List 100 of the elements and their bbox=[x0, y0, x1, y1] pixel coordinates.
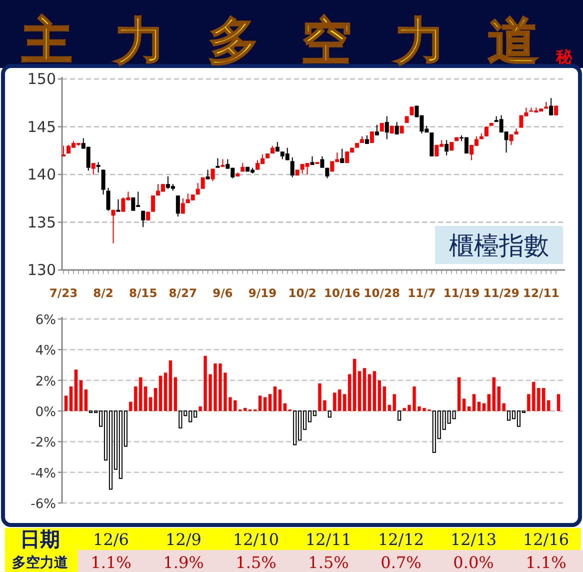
bar bbox=[378, 380, 382, 411]
x-tick-label: 10/16 bbox=[324, 286, 360, 300]
category-label: 12/11 bbox=[305, 530, 352, 549]
candlestick bbox=[320, 156, 324, 168]
candlestick bbox=[141, 210, 146, 228]
text: 日期 bbox=[20, 527, 60, 551]
candlestick bbox=[61, 145, 66, 157]
text: 1.9% bbox=[163, 553, 204, 572]
bar bbox=[144, 386, 148, 411]
bar bbox=[154, 388, 158, 411]
y-tick-label: 2% bbox=[35, 374, 56, 390]
x-tick-label: 12/11 bbox=[523, 286, 560, 300]
bar bbox=[372, 371, 376, 411]
candlestick bbox=[106, 187, 110, 212]
y-tick-label: 140 bbox=[27, 166, 56, 184]
y-tick-label: 145 bbox=[27, 118, 56, 136]
bar bbox=[258, 396, 262, 411]
candlestick bbox=[96, 162, 100, 174]
candlestick bbox=[206, 169, 210, 180]
category-label: 12/6 bbox=[93, 530, 129, 549]
bar bbox=[139, 377, 142, 411]
bar bbox=[398, 410, 402, 421]
bar bbox=[283, 403, 286, 411]
bar bbox=[174, 377, 178, 411]
bar bbox=[482, 403, 486, 411]
y-tick-label: 0% bbox=[35, 405, 56, 420]
bar bbox=[477, 402, 481, 411]
candlestick bbox=[554, 105, 558, 116]
bar bbox=[268, 394, 272, 411]
candlestick bbox=[101, 169, 106, 196]
candlestick bbox=[290, 156, 294, 178]
category-label: 12/10 bbox=[232, 530, 280, 549]
bar bbox=[546, 400, 550, 411]
bar bbox=[333, 392, 336, 411]
text: 1.1% bbox=[526, 553, 566, 572]
bar bbox=[348, 374, 352, 411]
bar bbox=[556, 394, 560, 411]
y-tick-label: 135 bbox=[27, 213, 56, 232]
bar bbox=[74, 370, 78, 411]
bar bbox=[69, 386, 73, 411]
candlestick bbox=[210, 168, 215, 182]
category-label: 12/13 bbox=[450, 530, 497, 549]
chart-title: 主力多空力道 bbox=[21, 12, 538, 70]
bar bbox=[457, 377, 461, 411]
bar bbox=[168, 360, 172, 411]
candlestick bbox=[370, 131, 374, 144]
y-tick-label: -2% bbox=[30, 436, 56, 451]
bar bbox=[164, 372, 168, 411]
text: 1.5% bbox=[236, 553, 276, 572]
text: 0.0% bbox=[453, 553, 494, 572]
candlestick bbox=[180, 198, 185, 214]
category-label: 12/16 bbox=[522, 530, 570, 549]
x-tick-label: 11/19 bbox=[443, 286, 480, 300]
candlestick bbox=[444, 140, 449, 156]
candlestick bbox=[340, 148, 344, 164]
x-tick-label: 8/27 bbox=[168, 286, 198, 300]
bar bbox=[158, 376, 162, 411]
bar bbox=[243, 408, 247, 411]
x-tick-label: 9/6 bbox=[212, 286, 233, 300]
chart-subtitle: 秘 bbox=[555, 47, 573, 66]
category-label: 12/9 bbox=[166, 530, 202, 549]
x-tick-label: 8/15 bbox=[128, 286, 158, 300]
bar bbox=[342, 394, 346, 411]
bar bbox=[64, 396, 68, 411]
candlestick bbox=[394, 121, 399, 135]
bar bbox=[472, 394, 476, 411]
bar bbox=[487, 394, 490, 411]
candlestick bbox=[384, 116, 389, 140]
bar bbox=[79, 380, 83, 411]
x-tick-label: 8/2 bbox=[93, 286, 114, 300]
bar bbox=[278, 390, 282, 411]
bar bbox=[362, 368, 366, 411]
x-tick-label: 11/29 bbox=[483, 286, 520, 300]
y-tick-label: 150 bbox=[27, 70, 56, 88]
bar bbox=[368, 374, 372, 411]
candlestick bbox=[549, 98, 554, 116]
y-tick-label: -4% bbox=[30, 466, 56, 482]
category-label: 12/12 bbox=[378, 530, 424, 549]
candlestick bbox=[430, 132, 434, 157]
candlestick bbox=[151, 195, 156, 212]
y-tick-label: 4% bbox=[35, 344, 56, 359]
bar bbox=[467, 406, 471, 411]
x-tick-label: 10/28 bbox=[364, 286, 400, 300]
bar bbox=[462, 398, 466, 411]
y-tick-label: 6% bbox=[35, 313, 56, 328]
bar bbox=[84, 390, 88, 411]
text: 多空力道 bbox=[12, 554, 69, 571]
x-tick-label: 10/2 bbox=[288, 286, 316, 300]
y-tick-label: 130 bbox=[27, 261, 56, 279]
candlestick bbox=[374, 124, 379, 136]
x-tick-label: 9/19 bbox=[248, 286, 277, 300]
bar bbox=[542, 388, 546, 411]
y-tick-label: -6% bbox=[30, 497, 56, 512]
bar bbox=[338, 390, 342, 411]
text: 1.5% bbox=[308, 553, 349, 572]
x-tick-label: 11/7 bbox=[408, 286, 436, 300]
bar bbox=[382, 386, 386, 411]
x-tick-label: 7/23 bbox=[49, 286, 78, 300]
candlestick bbox=[111, 209, 116, 244]
bar bbox=[328, 410, 332, 418]
